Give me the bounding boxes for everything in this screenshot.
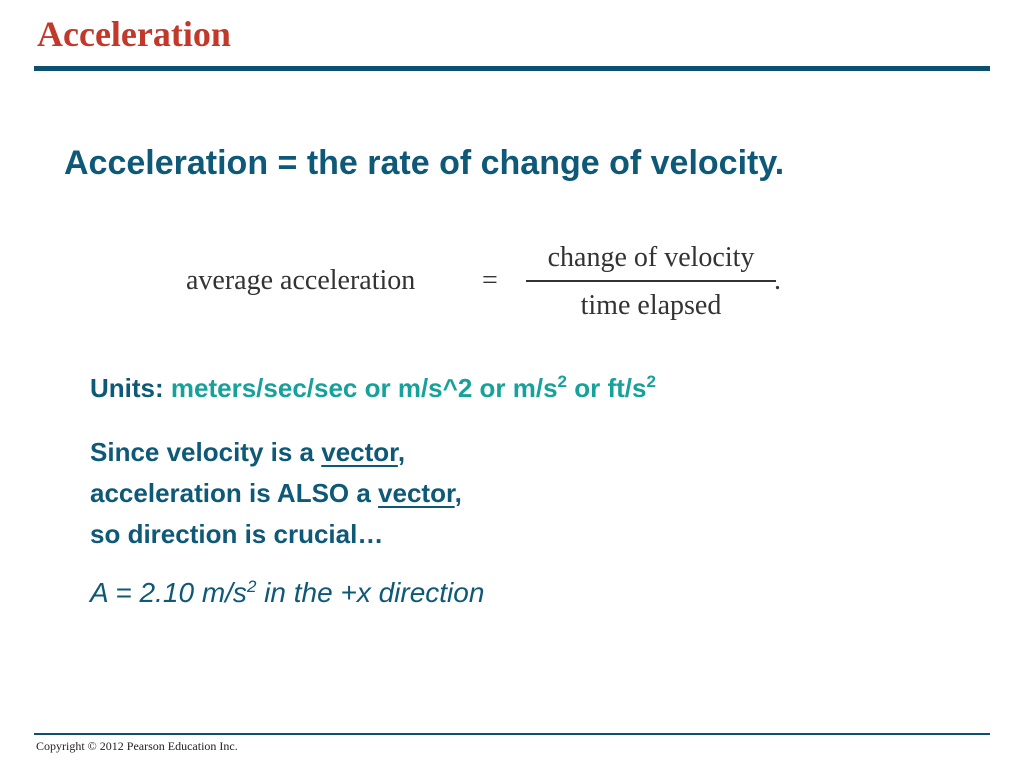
vector-word-2: vector — [378, 478, 455, 508]
fraction-bar — [526, 280, 776, 282]
units-text-2: or ft/s — [567, 373, 647, 403]
example-text-1: A = 2.10 m/s — [90, 577, 247, 608]
units-line: Units: meters/sec/sec or m/s^2 or m/s2 o… — [90, 370, 656, 406]
vector-note-line-1: Since velocity is a vector, — [90, 432, 462, 473]
units-text-1: meters/sec/sec or m/s^2 or m/s — [170, 373, 558, 403]
title-divider — [34, 66, 990, 71]
vector-word-1: vector — [321, 437, 398, 467]
vector-note-line-3: so direction is crucial… — [90, 519, 384, 549]
headline: Acceleration = the rate of change of vel… — [64, 144, 785, 182]
example-exponent: 2 — [246, 577, 257, 596]
formula-lhs: average acceleration — [186, 265, 416, 296]
footer-divider — [34, 733, 990, 735]
line2-comma: , — [454, 478, 462, 508]
formula-period: . — [774, 265, 781, 296]
line1-comma: , — [397, 437, 406, 467]
formula-equals: = — [482, 265, 498, 296]
vector-note: Since velocity is a vector, acceleration… — [90, 432, 462, 555]
slide-title: Acceleration — [37, 14, 231, 54]
units-label: Units: — [90, 373, 164, 403]
units-value: meters/sec/sec or m/s^2 or m/s2 or ft/s2 — [171, 373, 656, 403]
line2-text: acceleration is ALSO a — [90, 478, 379, 508]
line1-text: Since velocity is a — [90, 437, 322, 467]
formula-denominator: time elapsed — [580, 290, 722, 321]
vector-note-line-2: acceleration is ALSO a vector, — [90, 473, 462, 514]
formula-fraction: change of velocity time elapsed — [526, 240, 776, 324]
units-exponent-2: 2 — [646, 372, 656, 391]
copyright-notice: Copyright © 2012 Pearson Education Inc. — [36, 739, 238, 753]
example-text-2: in the +x direction — [256, 577, 485, 608]
example-value: A = 2.10 m/s2 in the +x direction — [90, 573, 484, 613]
units-exponent-1: 2 — [557, 372, 567, 391]
formula-numerator: change of velocity — [547, 242, 755, 273]
